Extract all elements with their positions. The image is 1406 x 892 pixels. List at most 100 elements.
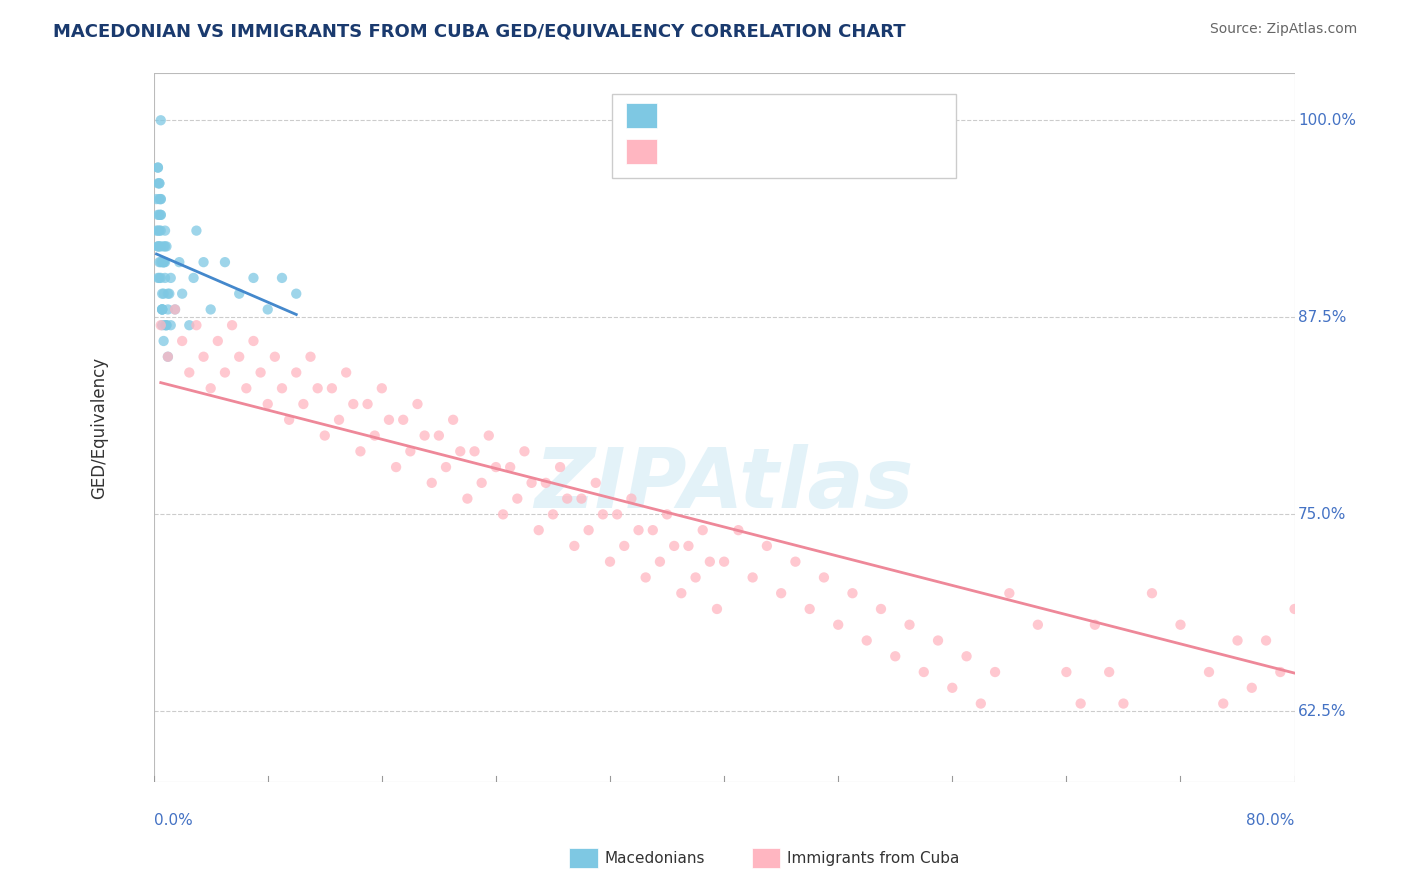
Point xyxy=(179,366,201,380)
Text: 87.5%: 87.5% xyxy=(1298,310,1347,325)
Point xyxy=(870,602,893,616)
Text: 62.5%: 62.5% xyxy=(1298,704,1347,719)
Point xyxy=(152,255,174,269)
Point xyxy=(755,539,778,553)
Text: MACEDONIAN VS IMMIGRANTS FROM CUBA GED/EQUIVALENCY CORRELATION CHART: MACEDONIAN VS IMMIGRANTS FROM CUBA GED/E… xyxy=(53,22,905,40)
Point xyxy=(827,617,849,632)
Point xyxy=(1084,617,1107,632)
Point xyxy=(155,318,177,333)
Point xyxy=(150,255,173,269)
Point xyxy=(193,350,215,364)
Point xyxy=(221,318,243,333)
Point xyxy=(156,302,179,317)
Point xyxy=(578,523,600,537)
Point xyxy=(599,555,621,569)
Point xyxy=(627,523,650,537)
Point xyxy=(149,318,172,333)
Point xyxy=(349,444,371,458)
Text: GED/Equivalency: GED/Equivalency xyxy=(90,357,108,499)
Point xyxy=(499,460,522,475)
Point xyxy=(214,366,236,380)
Text: Immigrants from Cuba: Immigrants from Cuba xyxy=(787,851,960,865)
Point xyxy=(163,302,186,317)
Point xyxy=(613,539,636,553)
Point xyxy=(271,381,294,395)
Point xyxy=(335,366,357,380)
Point xyxy=(371,381,394,395)
Point xyxy=(441,413,464,427)
Text: Source: ZipAtlas.com: Source: ZipAtlas.com xyxy=(1209,22,1357,37)
Point xyxy=(271,271,294,285)
Point xyxy=(713,555,735,569)
Point xyxy=(392,413,415,427)
Point xyxy=(413,428,436,442)
Point xyxy=(156,350,179,364)
Point xyxy=(548,460,571,475)
Point xyxy=(741,570,763,584)
Text: N =: N = xyxy=(815,107,846,125)
Point xyxy=(520,475,543,490)
Point xyxy=(193,255,215,269)
Point xyxy=(634,570,657,584)
Point xyxy=(898,617,921,632)
Point xyxy=(692,523,714,537)
Point xyxy=(492,508,515,522)
Point xyxy=(149,271,172,285)
Point xyxy=(328,413,350,427)
Point xyxy=(321,381,343,395)
Point xyxy=(152,334,174,348)
Point xyxy=(150,286,173,301)
Point xyxy=(1170,617,1192,632)
Point xyxy=(146,161,169,175)
Point xyxy=(148,271,170,285)
Point xyxy=(478,428,501,442)
Point xyxy=(399,444,422,458)
Point xyxy=(727,523,749,537)
Point xyxy=(148,208,170,222)
Text: ZIPAtlas: ZIPAtlas xyxy=(534,444,914,524)
Text: 75.0%: 75.0% xyxy=(1298,507,1347,522)
Point xyxy=(363,428,385,442)
Point xyxy=(148,177,170,191)
Point xyxy=(506,491,529,506)
Point xyxy=(299,350,322,364)
Point xyxy=(434,460,457,475)
Point xyxy=(884,649,907,664)
Point xyxy=(242,271,264,285)
Point xyxy=(1226,633,1249,648)
Point xyxy=(456,491,478,506)
Point xyxy=(148,224,170,238)
Point xyxy=(179,318,201,333)
Point xyxy=(356,397,378,411)
Point xyxy=(249,366,271,380)
Point xyxy=(307,381,329,395)
Point xyxy=(1312,555,1334,569)
Point xyxy=(955,649,977,664)
Point xyxy=(1398,602,1406,616)
Point xyxy=(228,286,250,301)
Point xyxy=(606,508,628,522)
Point xyxy=(527,523,550,537)
Point xyxy=(841,586,863,600)
Point xyxy=(149,113,172,128)
Point xyxy=(699,555,721,569)
Point xyxy=(855,633,877,648)
Point xyxy=(200,381,222,395)
Point xyxy=(163,302,186,317)
Point xyxy=(785,555,807,569)
Point xyxy=(172,286,194,301)
Point xyxy=(256,302,278,317)
Point xyxy=(1270,665,1292,679)
Point xyxy=(655,508,678,522)
Point xyxy=(183,271,205,285)
Point xyxy=(664,539,686,553)
Text: R =: R = xyxy=(668,107,699,125)
Point xyxy=(1340,586,1362,600)
Point xyxy=(941,681,963,695)
Point xyxy=(513,444,536,458)
Text: R =: R = xyxy=(668,143,699,161)
Point xyxy=(149,239,172,253)
Point xyxy=(150,318,173,333)
Text: 0.0%: 0.0% xyxy=(153,813,193,828)
Point xyxy=(155,239,177,253)
